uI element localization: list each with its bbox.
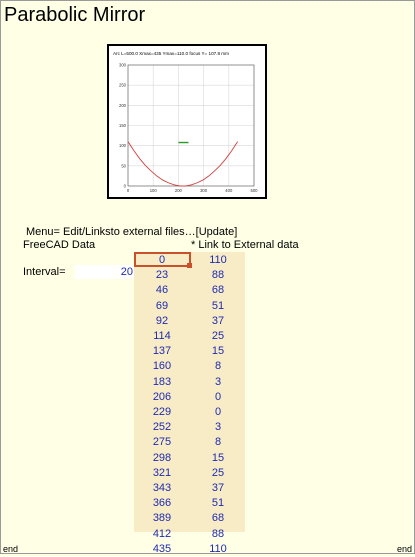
x-cell[interactable]: 206 bbox=[134, 391, 190, 403]
table-row: 298 15 bbox=[134, 451, 245, 466]
y-cell[interactable]: 0 bbox=[190, 391, 246, 403]
x-cell[interactable]: 298 bbox=[134, 452, 190, 464]
x-tick-label: 100 bbox=[150, 188, 158, 193]
table-row: 435 110 bbox=[134, 542, 245, 557]
table-row: 275 8 bbox=[134, 435, 245, 450]
x-cell[interactable]: 46 bbox=[134, 284, 190, 296]
table-row: 92 37 bbox=[134, 314, 245, 329]
y-cell[interactable]: 0 bbox=[190, 406, 246, 418]
x-cell[interactable]: 435 bbox=[134, 543, 190, 555]
table-row: 343 37 bbox=[134, 481, 245, 496]
x-cell[interactable]: 69 bbox=[134, 300, 190, 312]
table-row: 137 15 bbox=[134, 344, 245, 359]
table-row: 23 88 bbox=[134, 268, 245, 283]
y-tick-label: 150 bbox=[119, 123, 127, 128]
x-cell[interactable]: 389 bbox=[134, 512, 190, 524]
y-cell[interactable]: 8 bbox=[190, 436, 246, 448]
table-row: 412 88 bbox=[134, 527, 245, 542]
table-row: 229 0 bbox=[134, 405, 245, 420]
y-tick-label: 300 bbox=[119, 63, 127, 68]
x-cell[interactable]: 229 bbox=[134, 406, 190, 418]
x-cell[interactable]: 92 bbox=[134, 315, 190, 327]
y-cell[interactable]: 68 bbox=[190, 284, 246, 296]
y-cell[interactable]: 25 bbox=[190, 467, 246, 479]
y-cell[interactable]: 25 bbox=[190, 330, 246, 342]
y-cell[interactable]: 15 bbox=[190, 452, 246, 464]
table-row: 114 25 bbox=[134, 329, 245, 344]
x-cell[interactable]: 412 bbox=[134, 528, 190, 540]
y-tick-label: 50 bbox=[121, 163, 126, 168]
y-cell[interactable]: 37 bbox=[190, 482, 246, 494]
y-tick-label: 250 bbox=[119, 83, 127, 88]
y-cell[interactable]: 88 bbox=[190, 269, 246, 281]
x-cell[interactable]: 114 bbox=[134, 330, 190, 342]
interval-label: Interval= bbox=[23, 266, 66, 278]
x-cell[interactable]: 275 bbox=[134, 436, 190, 448]
x-cell[interactable]: 23 bbox=[134, 269, 190, 281]
parabola-line bbox=[128, 142, 238, 186]
x-tick-label: 0 bbox=[127, 188, 130, 193]
freecad-data-label: FreeCAD Data bbox=[23, 239, 95, 251]
x-tick-label: 200 bbox=[175, 188, 183, 193]
x-tick-label: 300 bbox=[200, 188, 208, 193]
y-cell[interactable]: 51 bbox=[190, 300, 246, 312]
table-row: 160 8 bbox=[134, 359, 245, 374]
x-tick-label: 400 bbox=[225, 188, 233, 193]
table-row: 206 0 bbox=[134, 390, 245, 405]
x-cell[interactable]: 366 bbox=[134, 497, 190, 509]
y-cell[interactable]: 68 bbox=[190, 512, 246, 524]
table-row: 69 51 bbox=[134, 299, 245, 314]
y-cell[interactable]: 110 bbox=[190, 254, 246, 266]
chart-title: Arc L=500.0 Xmax=435 Ymax=110.0 focus Y=… bbox=[113, 51, 229, 56]
x-cell[interactable]: 252 bbox=[134, 421, 190, 433]
x-cell[interactable]: 321 bbox=[134, 467, 190, 479]
table-row: 252 3 bbox=[134, 420, 245, 435]
y-cell[interactable]: 3 bbox=[190, 376, 246, 388]
x-cell[interactable]: 160 bbox=[134, 360, 190, 372]
y-tick-label: 100 bbox=[119, 143, 127, 148]
table-row: 389 68 bbox=[134, 511, 245, 526]
chart-svg: Arc L=500.0 Xmax=435 Ymax=110.0 focus Y=… bbox=[109, 46, 265, 197]
y-cell[interactable]: 15 bbox=[190, 345, 246, 357]
parabola-chart[interactable]: Arc L=500.0 Xmax=435 Ymax=110.0 focus Y=… bbox=[107, 44, 267, 199]
table-row: 46 68 bbox=[134, 283, 245, 298]
y-cell[interactable]: 51 bbox=[190, 497, 246, 509]
page-title: Parabolic Mirror bbox=[4, 4, 145, 27]
interval-input[interactable] bbox=[75, 265, 135, 279]
table-row: 366 51 bbox=[134, 496, 245, 511]
y-cell[interactable]: 88 bbox=[190, 528, 246, 540]
y-cell[interactable]: 110 bbox=[190, 543, 246, 555]
table-row: 321 25 bbox=[134, 466, 245, 481]
selected-cell[interactable] bbox=[134, 252, 191, 267]
external-link-label: * Link to External data bbox=[191, 239, 299, 251]
end-marker-left: end bbox=[3, 544, 18, 554]
y-cell[interactable]: 37 bbox=[190, 315, 246, 327]
x-cell[interactable]: 137 bbox=[134, 345, 190, 357]
y-cell[interactable]: 8 bbox=[190, 360, 246, 372]
x-cell[interactable]: 343 bbox=[134, 482, 190, 494]
y-cell[interactable]: 3 bbox=[190, 421, 246, 433]
x-tick-label: 500 bbox=[251, 188, 259, 193]
table-row: 183 3 bbox=[134, 375, 245, 390]
x-cell[interactable]: 183 bbox=[134, 376, 190, 388]
end-marker-right: end bbox=[397, 544, 412, 554]
menu-hint: Menu= Edit/Linksto external files…[Updat… bbox=[26, 226, 237, 238]
y-tick-label: 200 bbox=[119, 103, 127, 108]
